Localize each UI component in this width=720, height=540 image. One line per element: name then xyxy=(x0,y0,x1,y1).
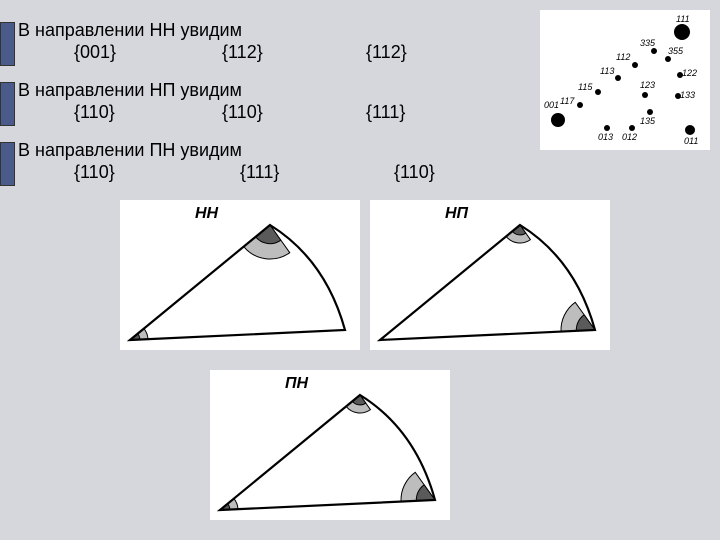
pole-point-355: 355 xyxy=(665,46,684,62)
svg-text:115: 115 xyxy=(578,82,593,92)
miller-index-2-0: {110} xyxy=(74,162,115,183)
pole-figure: 001 011 111 013 012 117115 113112 335 355 123 135 1… xyxy=(540,10,710,150)
svg-text:112: 112 xyxy=(616,52,630,62)
svg-text:133: 133 xyxy=(680,90,695,100)
pole-point-117: 117 xyxy=(560,96,583,108)
svg-text:355: 355 xyxy=(668,46,684,56)
miller-index-0-0: {001} xyxy=(74,42,116,63)
svg-text:012: 012 xyxy=(622,132,637,142)
svg-text:013: 013 xyxy=(598,132,613,142)
triangle-nn: НН xyxy=(120,200,360,350)
pole-point-135: 135 xyxy=(640,109,656,126)
miller-index-2-2: {110} xyxy=(394,162,435,183)
svg-text:011: 011 xyxy=(684,136,698,146)
direction-heading-2: В направлении ПН увидим xyxy=(18,140,242,161)
svg-text:135: 135 xyxy=(640,116,656,126)
svg-text:122: 122 xyxy=(682,68,697,78)
miller-index-0-2: {112} xyxy=(366,42,407,63)
triangle-pn-label: ПН xyxy=(285,375,309,392)
pole-point-123: 123 xyxy=(640,80,655,98)
miller-index-1-1: {110} xyxy=(222,102,263,123)
pole-point-012: 012 xyxy=(622,125,637,142)
miller-index-1-0: {110} xyxy=(74,102,115,123)
sidebar-block-2 xyxy=(0,142,15,186)
pole-point-133: 133 xyxy=(675,90,695,100)
svg-text:117: 117 xyxy=(560,96,575,106)
miller-index-1-2: {111} xyxy=(366,102,405,123)
pole-point-111: 111 xyxy=(674,14,690,40)
svg-text:113: 113 xyxy=(600,66,614,76)
triangle-np-label: НП xyxy=(445,205,469,222)
triangle-np: НП xyxy=(370,200,610,350)
pole-point-011: 011 xyxy=(684,125,698,146)
miller-index-0-1: {112} xyxy=(222,42,263,63)
pole-point-113: 113 xyxy=(600,66,621,81)
svg-text:123: 123 xyxy=(640,80,655,90)
pole-point-013: 013 xyxy=(598,125,613,142)
pole-point-335: 335 xyxy=(640,38,657,54)
pole-point-122: 122 xyxy=(677,68,697,78)
direction-heading-0: В направлении НН увидим xyxy=(18,20,242,41)
triangle-pn: ПН xyxy=(210,370,450,520)
sidebar-block-1 xyxy=(0,82,15,126)
pole-point-115: 115 xyxy=(578,82,601,95)
direction-heading-1: В направлении НП увидим xyxy=(18,80,242,101)
sidebar-block-0 xyxy=(0,22,15,66)
pole-point-112: 112 xyxy=(616,52,638,68)
svg-text:001: 001 xyxy=(544,100,559,110)
svg-text:335: 335 xyxy=(640,38,656,48)
svg-text:111: 111 xyxy=(676,14,690,24)
triangle-nn-label: НН xyxy=(195,205,219,222)
miller-index-2-1: {111} xyxy=(240,162,279,183)
